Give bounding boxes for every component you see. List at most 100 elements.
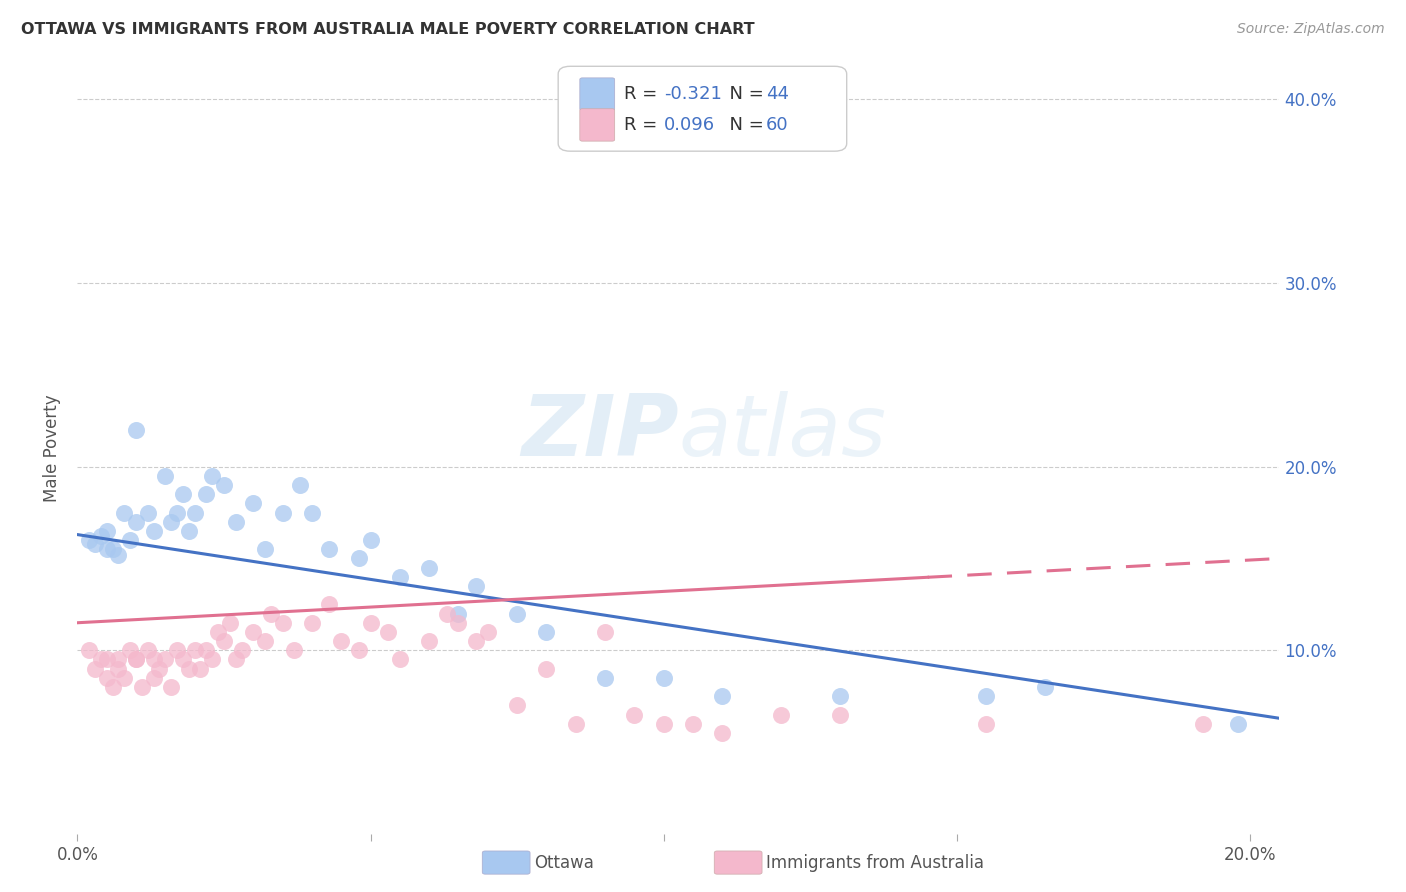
- Point: [271, 615, 294, 630]
- Point: [136, 506, 159, 520]
- Point: [271, 506, 294, 520]
- Point: [96, 524, 118, 538]
- Point: [436, 607, 458, 621]
- Point: [142, 671, 165, 685]
- Point: [155, 652, 177, 666]
- Text: atlas: atlas: [679, 392, 886, 475]
- Point: [593, 624, 616, 639]
- Text: 60: 60: [766, 116, 789, 134]
- Point: [388, 570, 411, 584]
- Point: [212, 478, 235, 492]
- Point: [1192, 716, 1215, 731]
- Point: [242, 496, 264, 510]
- Text: -0.321: -0.321: [664, 85, 721, 103]
- Point: [177, 662, 200, 676]
- Text: N =: N =: [718, 116, 769, 134]
- Text: OTTAWA VS IMMIGRANTS FROM AUSTRALIA MALE POVERTY CORRELATION CHART: OTTAWA VS IMMIGRANTS FROM AUSTRALIA MALE…: [21, 22, 755, 37]
- Point: [90, 529, 112, 543]
- Point: [172, 652, 194, 666]
- Point: [160, 680, 183, 694]
- Point: [107, 652, 129, 666]
- Point: [90, 652, 112, 666]
- Point: [974, 690, 997, 704]
- Point: [377, 624, 399, 639]
- Point: [172, 487, 194, 501]
- Point: [96, 671, 118, 685]
- Text: N =: N =: [718, 85, 769, 103]
- Point: [201, 652, 224, 666]
- Point: [107, 662, 129, 676]
- Text: Immigrants from Australia: Immigrants from Australia: [766, 854, 984, 871]
- Point: [711, 726, 734, 740]
- Point: [177, 524, 200, 538]
- Point: [536, 662, 558, 676]
- Point: [242, 624, 264, 639]
- Point: [565, 716, 588, 731]
- Text: 0.096: 0.096: [664, 116, 716, 134]
- Point: [711, 690, 734, 704]
- Point: [142, 652, 165, 666]
- Point: [418, 560, 440, 574]
- Point: [218, 615, 240, 630]
- Point: [84, 662, 107, 676]
- Point: [96, 652, 118, 666]
- Point: [318, 542, 340, 557]
- Point: [166, 643, 188, 657]
- FancyBboxPatch shape: [579, 109, 614, 141]
- Point: [136, 643, 159, 657]
- Point: [506, 698, 529, 713]
- Point: [347, 643, 370, 657]
- Point: [360, 615, 382, 630]
- Point: [506, 607, 529, 621]
- Point: [148, 662, 170, 676]
- Point: [288, 478, 311, 492]
- Point: [125, 652, 148, 666]
- Point: [155, 468, 177, 483]
- Point: [190, 662, 212, 676]
- Point: [477, 624, 499, 639]
- Point: [1227, 716, 1250, 731]
- Point: [101, 542, 124, 557]
- Point: [120, 643, 142, 657]
- Point: [125, 423, 148, 437]
- Text: R =: R =: [624, 116, 664, 134]
- Point: [107, 548, 129, 562]
- Point: [120, 533, 142, 547]
- Point: [623, 707, 645, 722]
- Point: [125, 652, 148, 666]
- Point: [112, 671, 135, 685]
- Point: [131, 680, 153, 694]
- Point: [207, 624, 229, 639]
- Point: [447, 607, 470, 621]
- Y-axis label: Male Poverty: Male Poverty: [44, 394, 62, 502]
- Point: [769, 707, 792, 722]
- Point: [253, 634, 276, 648]
- Point: [388, 652, 411, 666]
- Point: [183, 506, 205, 520]
- Point: [201, 468, 224, 483]
- Point: [225, 652, 247, 666]
- Point: [125, 515, 148, 529]
- Point: [212, 634, 235, 648]
- Point: [160, 515, 183, 529]
- Point: [301, 615, 323, 630]
- Point: [536, 624, 558, 639]
- Point: [77, 533, 100, 547]
- Point: [260, 607, 283, 621]
- Point: [652, 671, 675, 685]
- Text: R =: R =: [624, 85, 664, 103]
- FancyBboxPatch shape: [558, 66, 846, 151]
- Point: [84, 537, 107, 551]
- Point: [828, 707, 851, 722]
- Point: [96, 542, 118, 557]
- Text: ZIP: ZIP: [520, 392, 679, 475]
- Text: Ottawa: Ottawa: [534, 854, 595, 871]
- FancyBboxPatch shape: [579, 78, 614, 111]
- Point: [253, 542, 276, 557]
- Point: [283, 643, 305, 657]
- Point: [347, 551, 370, 566]
- Point: [318, 598, 340, 612]
- Text: 44: 44: [766, 85, 789, 103]
- Point: [330, 634, 353, 648]
- Point: [195, 643, 218, 657]
